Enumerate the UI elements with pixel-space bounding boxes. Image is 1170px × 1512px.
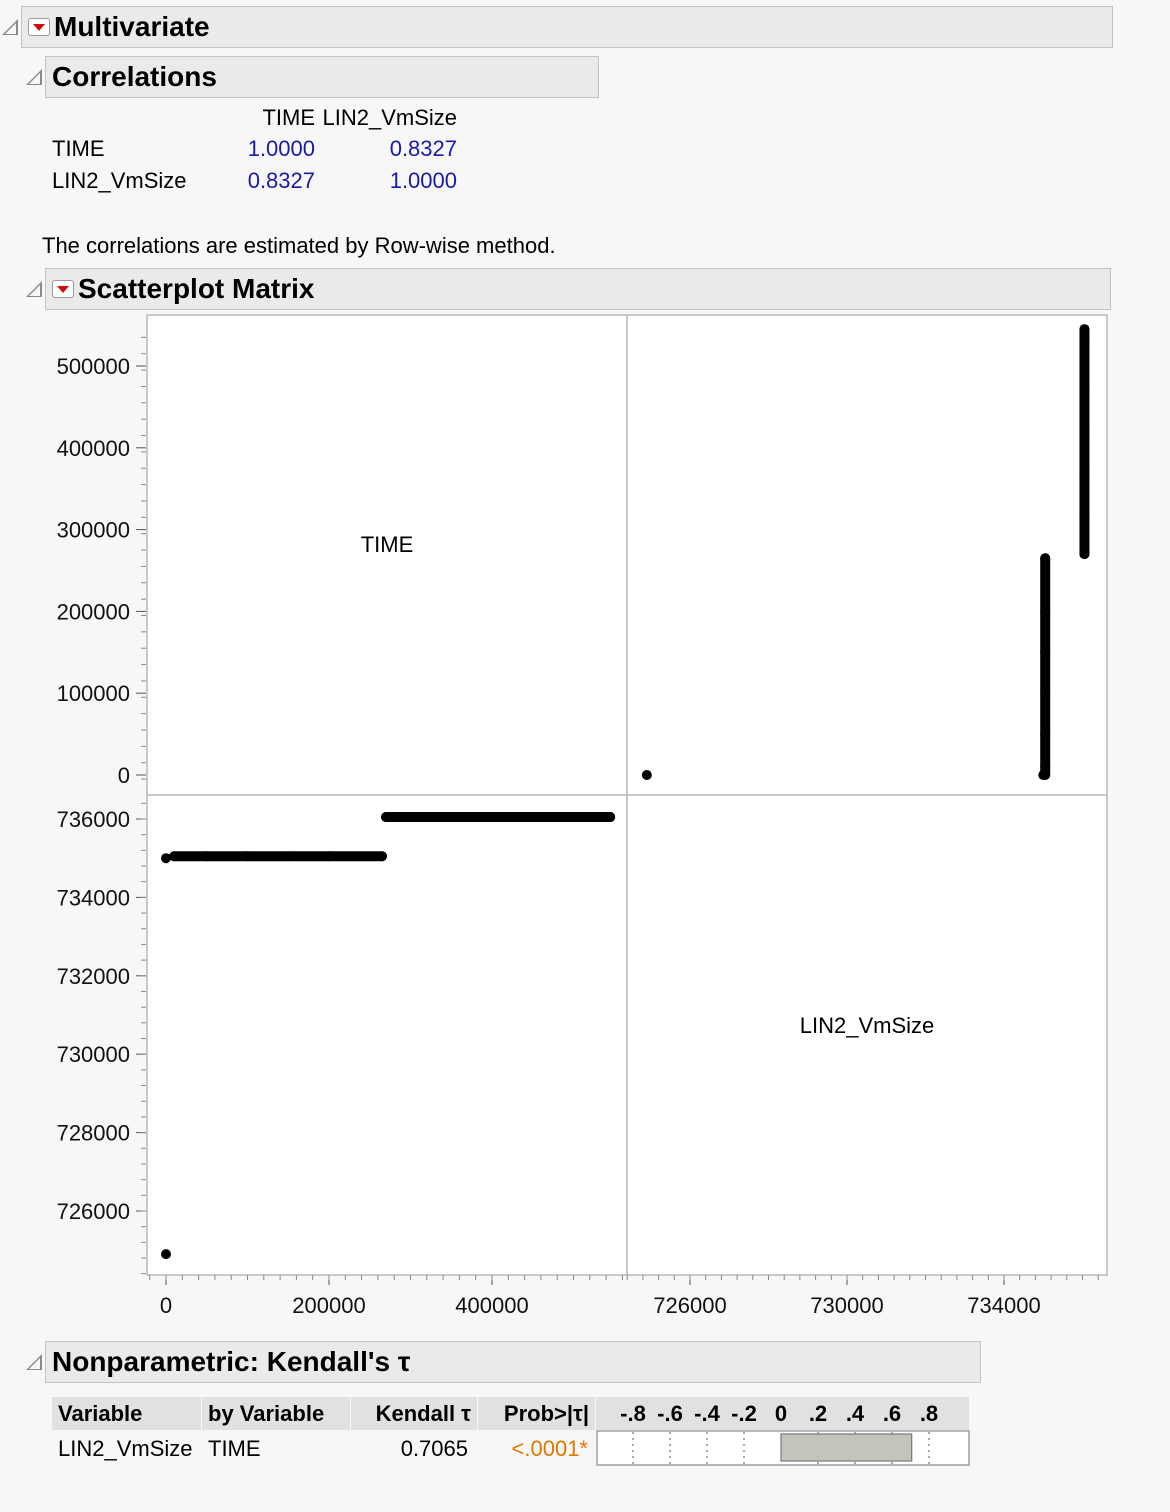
corr-value: 0.8327: [389, 136, 457, 161]
scale-label: -.8: [620, 1401, 646, 1426]
x-tick-label: 730000: [810, 1293, 883, 1318]
kendall-col-tau: Kendall τ: [351, 1397, 477, 1430]
scale-label: .4: [845, 1401, 865, 1426]
data-point: [242, 851, 253, 862]
correlations-title: Correlations: [52, 61, 217, 92]
scale-label: -.2: [731, 1401, 757, 1426]
multivariate-title: Multivariate: [54, 11, 210, 42]
corr-col-header: TIME: [262, 105, 315, 130]
y-tick-label: 400000: [57, 436, 130, 461]
correlations-note: The correlations are estimated by Row-wi…: [42, 233, 556, 258]
diag-label: TIME: [361, 532, 414, 557]
data-point: [503, 812, 514, 823]
data-point: [376, 851, 387, 862]
data-point: [1079, 324, 1090, 335]
data-point: [201, 851, 212, 862]
multivariate-header: Multivariate: [21, 6, 1113, 48]
data-point: [169, 851, 180, 862]
corr-col-header: LIN2_VmSize: [322, 105, 457, 130]
data-point: [381, 812, 392, 823]
data-point: [1079, 467, 1090, 478]
data-point: [1040, 606, 1051, 617]
kendall-bar: [780, 1433, 913, 1462]
data-point: [283, 851, 294, 862]
y-tick-label: 500000: [57, 354, 130, 379]
data-point: [1040, 647, 1051, 658]
data-point: [605, 812, 616, 823]
kendall-col-prob: Prob>|τ|: [478, 1397, 595, 1430]
red-triangle-menu-icon[interactable]: [52, 280, 74, 298]
corr-value: 1.0000: [389, 168, 457, 193]
scale-label: -.6: [657, 1401, 683, 1426]
scale-label: .8: [919, 1401, 939, 1426]
data-point: [1038, 770, 1049, 780]
corr-value: 1.0000: [247, 136, 315, 161]
y-tick-label: 728000: [57, 1121, 130, 1146]
data-point: [421, 812, 432, 823]
x-tick-label: 200000: [292, 1293, 365, 1318]
kendall-scale-header: -.8 -.6 -.4 -.2 0 .2 .4 .6 .8: [596, 1397, 969, 1430]
data-point: [1079, 549, 1090, 560]
scale-label: 0: [774, 1401, 788, 1426]
data-point: [544, 812, 555, 823]
scale-label: .2: [808, 1401, 828, 1426]
y-tick-label: 0: [118, 763, 130, 788]
data-point: [592, 812, 603, 823]
kendall-col-by-variable: by Variable: [202, 1397, 350, 1430]
y-tick-label: 300000: [57, 518, 130, 543]
scatterplot-matrix-title: Scatterplot Matrix: [78, 273, 315, 304]
data-point: [161, 853, 171, 864]
data-point: [1040, 688, 1051, 699]
diag-label: LIN2_VmSize: [800, 1013, 935, 1038]
corr-row-label: LIN2_VmSize: [52, 168, 187, 193]
kendall-title: Nonparametric: Kendall's τ: [52, 1346, 411, 1377]
data-point: [641, 770, 652, 780]
kendall-tau-value: 0.7065: [400, 1436, 468, 1461]
kendall-variable: LIN2_VmSize: [58, 1436, 193, 1461]
data-point: [1040, 761, 1051, 772]
scatterplot-matrix-header: Scatterplot Matrix: [45, 268, 1111, 310]
scale-label: -.4: [694, 1401, 720, 1426]
y-tick-label: 200000: [57, 599, 130, 624]
x-tick-label: 0: [160, 1293, 172, 1318]
y-tick-label: 732000: [57, 964, 130, 989]
y-tick-label: 726000: [57, 1199, 130, 1224]
data-point: [1040, 553, 1051, 564]
y-tick-label: 100000: [57, 681, 130, 706]
kendall-col-variable: Variable: [52, 1397, 201, 1430]
kendall-prob-value: <.0001*: [511, 1436, 588, 1461]
x-tick-label: 400000: [455, 1293, 528, 1318]
corr-row-label: TIME: [52, 136, 105, 161]
y-tick-label: 734000: [57, 885, 130, 910]
scale-label: .6: [882, 1401, 902, 1426]
kendall-bar-chart: [596, 1430, 970, 1466]
red-triangle-menu-icon[interactable]: [28, 18, 50, 36]
data-point: [1040, 729, 1051, 740]
data-point: [1079, 336, 1090, 347]
disclosure-icon[interactable]: [26, 281, 42, 297]
data-point: [462, 812, 473, 823]
data-point: [324, 851, 334, 862]
disclosure-icon[interactable]: [26, 69, 42, 85]
data-point: [161, 1249, 171, 1260]
data-point: [1079, 385, 1090, 396]
correlations-header: Correlations: [45, 56, 599, 98]
x-tick-label: 734000: [967, 1293, 1040, 1318]
disclosure-icon[interactable]: [26, 1354, 42, 1370]
y-tick-label: 736000: [57, 807, 130, 832]
corr-value: 0.8327: [247, 168, 315, 193]
data-point: [1079, 426, 1090, 437]
x-tick-label: 726000: [653, 1293, 726, 1318]
scatterplot-matrix-chart: 0 100000 200000 300000 400000 500000 726000 728…: [57, 314, 1108, 1318]
kendall-header: Nonparametric: Kendall's τ: [45, 1341, 981, 1383]
disclosure-icon[interactable]: [2, 19, 18, 35]
kendall-by-variable: TIME: [208, 1436, 261, 1461]
y-tick-label: 730000: [57, 1042, 130, 1067]
data-point: [1079, 508, 1090, 519]
